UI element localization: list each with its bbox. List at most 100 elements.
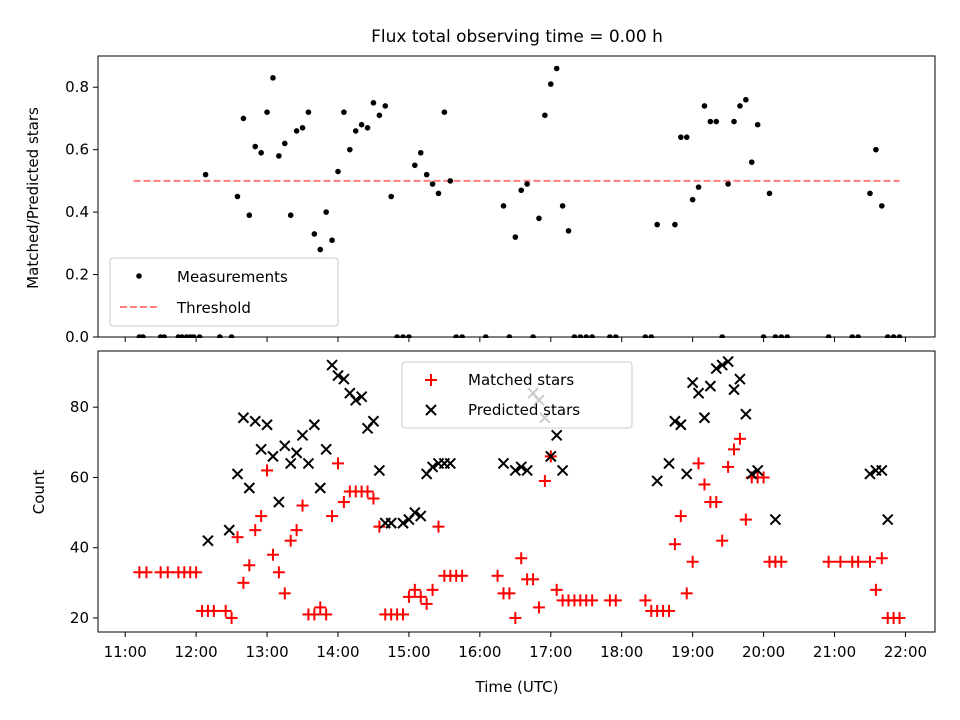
- matched-stars-point: [538, 474, 551, 487]
- predicted-stars-point: [355, 390, 368, 403]
- matched-stars-point: [586, 594, 599, 607]
- measurement-point: [352, 128, 359, 134]
- matched-stars-point: [243, 559, 256, 572]
- predicted-stars-point: [497, 457, 510, 470]
- matched-stars-point: [456, 569, 469, 582]
- measurement-point: [293, 128, 300, 134]
- measurement-point: [161, 334, 168, 338]
- predicted-stars-point: [223, 524, 235, 536]
- measurement-point: [695, 184, 702, 190]
- measurement-point: [855, 334, 861, 338]
- measurement-point: [453, 334, 460, 338]
- predicted-stars-point: [444, 457, 457, 470]
- measurement-point: [683, 134, 690, 140]
- measurement-point: [565, 228, 572, 234]
- measurement-point: [335, 168, 341, 175]
- predicted-stars-point: [675, 419, 687, 431]
- measurement-point: [867, 190, 873, 197]
- predicted-stars-point: [397, 517, 409, 529]
- ratio-y-tick-label: 0.6: [65, 141, 89, 159]
- measurement-point: [654, 221, 660, 228]
- measurement-point: [589, 334, 595, 338]
- measurement-point: [512, 234, 519, 240]
- ratio-y-tick-label: 0.0: [65, 328, 89, 346]
- matched-stars-point: [414, 590, 427, 603]
- matched-stars-point: [663, 604, 676, 617]
- legend-threshold-label: Threshold: [176, 299, 251, 317]
- matched-stars-point: [255, 510, 268, 523]
- ratio-y-tick-label: 0.4: [65, 203, 89, 221]
- measurement-point: [196, 334, 203, 338]
- measurement-point: [607, 334, 613, 338]
- predicted-stars-point: [704, 380, 717, 392]
- x-tick-label: 13:00: [245, 643, 288, 661]
- count-y-axis-label: Count: [30, 470, 48, 515]
- matched-stars-point: [739, 513, 752, 526]
- predicted-stars-point: [320, 443, 332, 456]
- legend-predicted-marker: [425, 404, 437, 416]
- matched-stars-point: [426, 583, 439, 596]
- count-legend: Matched stars Predicted stars: [401, 361, 633, 429]
- measurement-point: [743, 96, 749, 103]
- measurement-point: [713, 118, 720, 125]
- predicted-stars-point: [261, 419, 273, 431]
- predicted-stars-point: [769, 513, 782, 526]
- measurement-point: [423, 171, 430, 178]
- measurement-point: [760, 334, 767, 338]
- ratio-legend: Measurements Threshold: [109, 257, 339, 327]
- measurement-point: [329, 237, 335, 244]
- measurement-point: [246, 212, 253, 219]
- legend-matched-marker: [425, 374, 437, 386]
- measurement-point: [725, 181, 731, 187]
- predicted-stars-point: [267, 450, 279, 463]
- measurement-point: [524, 181, 530, 187]
- predicted-stars-point: [550, 429, 563, 442]
- count-y-tick-label: 40: [70, 539, 89, 557]
- measurement-point: [394, 334, 400, 338]
- predicted-stars-point: [237, 412, 250, 424]
- ratio-data-layer: [133, 65, 903, 338]
- predicted-stars-point: [332, 369, 344, 382]
- predicted-stars-point: [255, 443, 267, 456]
- matched-stars-point: [733, 432, 746, 445]
- matched-stars-point: [402, 590, 415, 603]
- predicted-stars-point: [746, 468, 758, 480]
- measurement-point: [689, 196, 696, 203]
- measurement-point: [613, 334, 619, 338]
- predicted-stars-point: [692, 387, 705, 399]
- predicted-stars-point: [273, 496, 285, 508]
- matched-stars-point: [550, 583, 563, 596]
- matched-stars-point: [397, 608, 410, 621]
- measurement-point: [276, 153, 282, 159]
- predicted-stars-point: [751, 464, 764, 477]
- measurement-point: [270, 75, 276, 81]
- matched-stars-point: [710, 496, 723, 509]
- measurement-point: [784, 334, 791, 338]
- measurement-point: [234, 193, 241, 200]
- legend-matched-label: Matched stars: [468, 371, 574, 389]
- measurement-point: [323, 209, 329, 215]
- matched-stars-point: [190, 566, 203, 579]
- x-tick-label: 11:00: [104, 643, 147, 661]
- predicted-stars-point: [243, 482, 256, 494]
- matched-stars-point: [225, 611, 238, 624]
- measurement-point: [341, 109, 347, 115]
- legend-measurements-label: Measurements: [177, 268, 288, 286]
- measurement-point: [412, 162, 418, 169]
- measurement-point: [766, 190, 773, 197]
- predicted-stars-point: [314, 482, 326, 494]
- matched-stars-point: [408, 583, 421, 596]
- measurement-point: [317, 246, 324, 253]
- predicted-stars-point: [876, 464, 888, 477]
- matched-stars-point: [272, 566, 285, 579]
- predicted-stars-point: [279, 440, 291, 452]
- count-y-tick-label: 20: [70, 609, 89, 627]
- predicted-stars-point: [202, 534, 214, 547]
- measurement-point: [406, 334, 412, 338]
- matched-stars-point: [532, 601, 545, 614]
- x-tick-label: 19:00: [671, 643, 714, 661]
- predicted-stars-point: [728, 383, 740, 396]
- matched-stars-point: [609, 594, 622, 607]
- predicted-stars-point: [521, 464, 533, 477]
